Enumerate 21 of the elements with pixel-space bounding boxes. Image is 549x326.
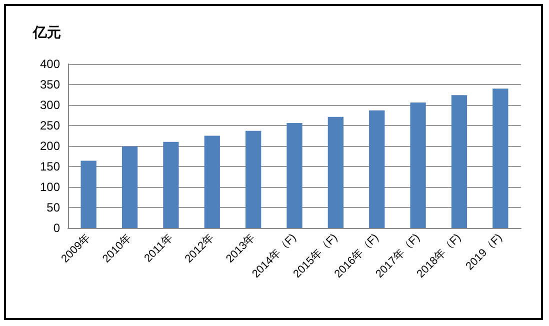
bar	[328, 116, 344, 228]
y-tick-label: 200	[40, 139, 60, 153]
bar	[492, 88, 508, 228]
bar	[80, 160, 96, 228]
y-tick-label: 250	[40, 118, 60, 132]
y-tick-label: 100	[40, 180, 60, 194]
bar	[369, 110, 385, 228]
bar	[122, 146, 138, 228]
y-tick-label: 0	[53, 221, 60, 235]
y-tick-label: 350	[40, 78, 60, 92]
y-tick-label: 300	[40, 98, 60, 112]
bar	[204, 136, 220, 228]
y-tick-label: 150	[40, 160, 60, 174]
y-axis-title: 亿元	[32, 24, 61, 40]
y-tick-label: 400	[40, 57, 60, 71]
bar	[410, 102, 426, 228]
bar	[163, 142, 179, 228]
bar	[286, 123, 302, 228]
y-tick-label: 50	[46, 200, 60, 214]
bar	[245, 130, 262, 228]
bar	[451, 95, 468, 228]
